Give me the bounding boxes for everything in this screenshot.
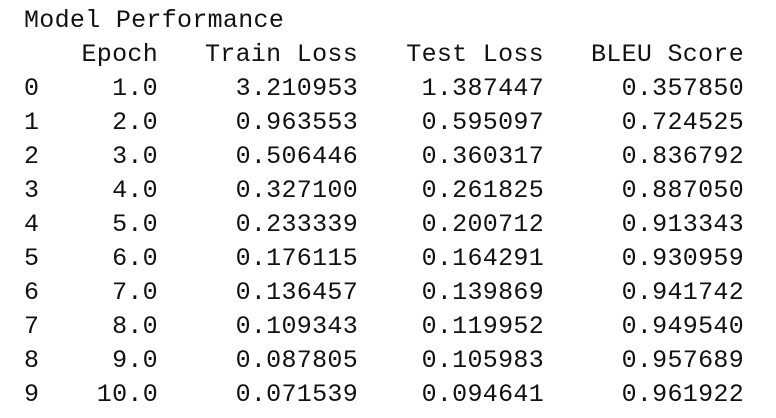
cell-train-loss: 0.506446: [235, 142, 358, 171]
column-header-test-loss: Test Loss: [406, 40, 544, 69]
cell-epoch: 5.0: [112, 210, 158, 239]
row-index: 3: [24, 176, 40, 205]
cell-bleu-score: 0.836792: [621, 142, 744, 171]
table-row: 1 2.0 0.963553 0.595097 0.724525: [24, 106, 744, 140]
cell-bleu-score: 0.949540: [621, 312, 744, 341]
cell-epoch: 7.0: [112, 278, 158, 307]
table-row: 9 10.0 0.071539 0.094641 0.961922: [24, 378, 744, 412]
cell-train-loss: 0.233339: [235, 210, 358, 239]
table-row: 5 6.0 0.176115 0.164291 0.930959: [24, 242, 744, 276]
index-header: [24, 38, 58, 72]
cell-epoch: 1.0: [112, 74, 158, 103]
cell-train-loss: 0.136457: [235, 278, 358, 307]
row-index: 5: [24, 244, 40, 273]
cell-bleu-score: 0.724525: [621, 108, 744, 137]
cell-epoch: 9.0: [112, 346, 158, 375]
table-row: 0 1.0 3.210953 1.387447 0.357850: [24, 72, 744, 106]
cell-bleu-score: 0.941742: [621, 278, 744, 307]
cell-test-loss: 0.261825: [421, 176, 544, 205]
row-index: 8: [24, 346, 40, 375]
cell-bleu-score: 0.913343: [621, 210, 744, 239]
row-index: 7: [24, 312, 40, 341]
table-row: 8 9.0 0.087805 0.105983 0.957689: [24, 344, 744, 378]
cell-bleu-score: 0.957689: [621, 346, 744, 375]
cell-bleu-score: 0.357850: [621, 74, 744, 103]
cell-test-loss: 0.119952: [421, 312, 544, 341]
cell-test-loss: 0.200712: [421, 210, 544, 239]
row-index: 4: [24, 210, 40, 239]
column-header-epoch: Epoch: [81, 40, 158, 69]
cell-epoch: 8.0: [112, 312, 158, 341]
table-row: 7 8.0 0.109343 0.119952 0.949540: [24, 310, 744, 344]
column-header-bleu-score: BLEU Score: [590, 40, 744, 69]
cell-test-loss: 1.387447: [421, 74, 544, 103]
table-body: 0 1.0 3.210953 1.387447 0.357850 1 2.0 0…: [24, 72, 744, 412]
cell-train-loss: 0.963553: [235, 108, 358, 137]
performance-table: Epoch Train Loss Test Loss BLEU Score 0 …: [24, 38, 744, 412]
cell-train-loss: 0.109343: [235, 312, 358, 341]
cell-test-loss: 0.139869: [421, 278, 544, 307]
cell-bleu-score: 0.930959: [621, 244, 744, 273]
cell-train-loss: 0.071539: [235, 380, 358, 409]
table-title: Model Performance: [24, 6, 285, 35]
dataframe-output: Model Performance Epoch Train Loss Test …: [24, 4, 764, 412]
cell-test-loss: 0.094641: [421, 380, 544, 409]
cell-train-loss: 0.176115: [235, 244, 358, 273]
cell-bleu-score: 0.961922: [621, 380, 744, 409]
cell-epoch: 6.0: [112, 244, 158, 273]
cell-test-loss: 0.105983: [421, 346, 544, 375]
cell-bleu-score: 0.887050: [621, 176, 744, 205]
row-index: 6: [24, 278, 40, 307]
table-row: 3 4.0 0.327100 0.261825 0.887050: [24, 174, 744, 208]
table-row: 6 7.0 0.136457 0.139869 0.941742: [24, 276, 744, 310]
row-index: 1: [24, 108, 40, 137]
cell-epoch: 2.0: [112, 108, 158, 137]
table-row: 2 3.0 0.506446 0.360317 0.836792: [24, 140, 744, 174]
cell-test-loss: 0.164291: [421, 244, 544, 273]
cell-epoch: 4.0: [112, 176, 158, 205]
row-index: 9: [24, 380, 40, 409]
cell-test-loss: 0.595097: [421, 108, 544, 137]
cell-test-loss: 0.360317: [421, 142, 544, 171]
cell-train-loss: 0.087805: [235, 346, 358, 375]
row-index: 2: [24, 142, 40, 171]
header-row: Epoch Train Loss Test Loss BLEU Score: [24, 38, 744, 72]
row-index: 0: [24, 74, 40, 103]
table-row: 4 5.0 0.233339 0.200712 0.913343: [24, 208, 744, 242]
cell-epoch: 10.0: [96, 380, 158, 409]
cell-epoch: 3.0: [112, 142, 158, 171]
cell-train-loss: 0.327100: [235, 176, 358, 205]
column-header-train-loss: Train Loss: [204, 40, 358, 69]
cell-train-loss: 3.210953: [235, 74, 358, 103]
